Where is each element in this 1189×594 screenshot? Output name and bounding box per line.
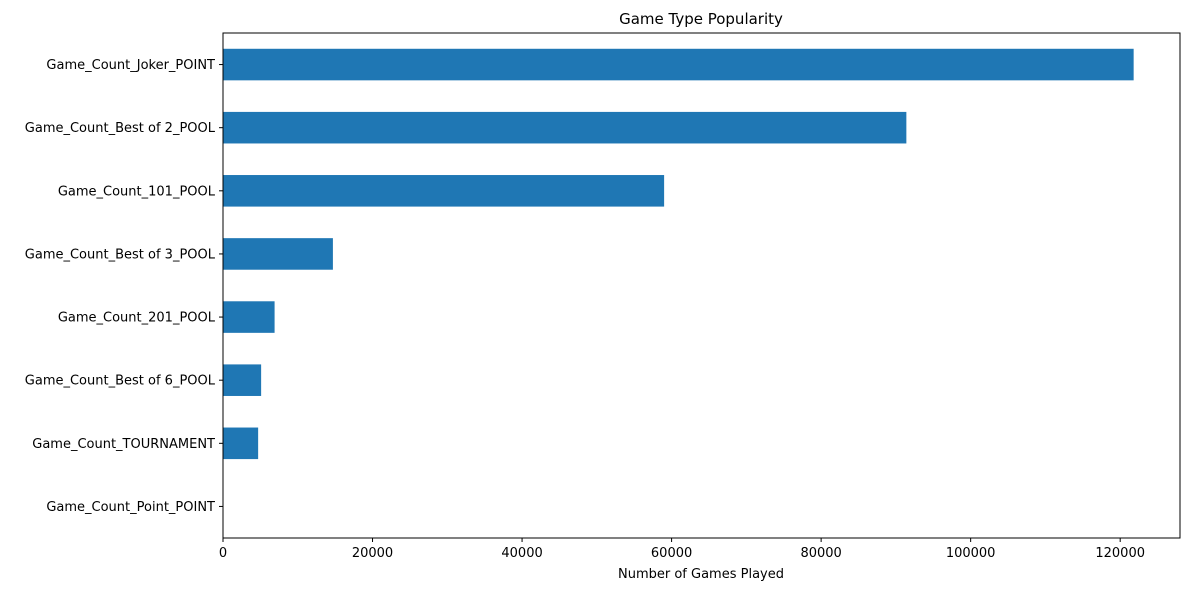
x-tick-label-2: 40000 — [501, 546, 542, 561]
plot-frame — [222, 32, 1181, 539]
y-tick-label-7: Game_Count_Point_POINT — [46, 500, 215, 515]
y-tick-label-1: Game_Count_Best of 2_POOL — [25, 121, 216, 136]
x-tick-label-6: 120000 — [1095, 546, 1145, 561]
bar-2 — [223, 175, 665, 207]
x-tick-label-5: 100000 — [946, 546, 996, 561]
x-tick-label-3: 60000 — [651, 546, 692, 561]
bar-4 — [223, 301, 275, 333]
x-axis-label: Number of Games Played — [618, 567, 784, 582]
y-tick-label-5: Game_Count_Best of 6_POOL — [25, 374, 216, 389]
y-tick-label-4: Game_Count_201_POOL — [58, 311, 216, 326]
x-tick-label-1: 20000 — [352, 546, 393, 561]
x-tick-label-4: 80000 — [800, 546, 841, 561]
axes-layer: Game_Count_Joker_POINT Game_Count_Best of… — [25, 32, 1181, 561]
bar-6 — [223, 427, 259, 460]
bars-layer — [223, 48, 1134, 460]
bar-1 — [223, 111, 907, 144]
y-tick-label-0: Game_Count_Joker_POINT — [46, 58, 215, 73]
y-tick-label-6: Game_Count_TOURNAMENT — [32, 437, 215, 452]
bar-5 — [223, 364, 262, 396]
bar-0 — [223, 48, 1134, 81]
bar-3 — [223, 238, 333, 270]
chart-title: Game Type Popularity — [619, 10, 783, 28]
x-tick-label-0: 0 — [219, 546, 227, 561]
y-tick-label-2: Game_Count_101_POOL — [58, 184, 216, 199]
y-tick-label-3: Game_Count_Best of 3_POOL — [25, 247, 216, 262]
